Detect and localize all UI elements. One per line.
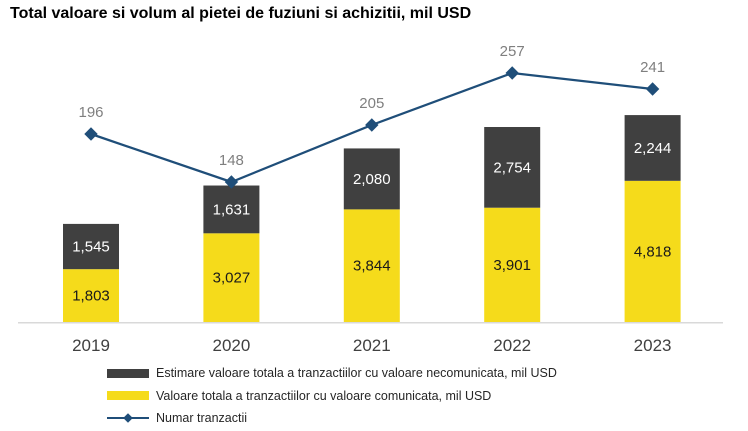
year-label-2022: 2022 [493, 336, 531, 355]
bar-label-necomunicata-2019: 1,545 [72, 239, 110, 256]
transactions-label-2019: 196 [78, 104, 103, 121]
bar-label-comunicata-2022: 3,901 [493, 257, 531, 274]
bar-necomunicata-2020 [203, 185, 260, 234]
transactions-point-2022 [505, 66, 519, 80]
bar-label-necomunicata-2020: 1,631 [213, 201, 251, 218]
legend-item-necomunicata: Estimare valoare totala a tranzactiilor … [107, 362, 557, 385]
transactions-point-2021 [365, 118, 379, 132]
bar-label-comunicata-2019: 1,803 [72, 288, 110, 305]
bar-necomunicata-2021 [343, 148, 400, 210]
legend-item-numar-tranzactii: Numar tranzactii [107, 407, 557, 430]
chart-legend: Estimare valoare totala a tranzactiilor … [107, 362, 557, 430]
bar-label-necomunicata-2021: 2,080 [353, 171, 391, 188]
year-label-2019: 2019 [72, 336, 110, 355]
year-label-2020: 2020 [212, 336, 250, 355]
bar-necomunicata-2022 [484, 127, 541, 208]
year-label-2023: 2023 [634, 336, 672, 355]
bar-comunicata-2022 [484, 207, 541, 322]
bar-comunicata-2019 [63, 269, 119, 322]
bar-label-necomunicata-2022: 2,754 [493, 159, 531, 176]
transactions-label-2023: 241 [640, 59, 665, 76]
bar-label-comunicata-2020: 3,027 [213, 270, 251, 287]
year-label-2021: 2021 [353, 336, 391, 355]
transactions-point-2023 [645, 82, 660, 96]
line-diamond-swatch-icon [107, 413, 149, 424]
legend-label: Numar tranzactii [156, 411, 247, 426]
bar-comunicata-2023 [624, 180, 681, 322]
legend-label: Estimare valoare totala a tranzactiilor … [156, 366, 557, 381]
bar-comunicata-2021 [343, 209, 400, 322]
dark-bar-swatch-icon [107, 368, 149, 378]
transactions-point-2019 [84, 127, 98, 141]
bar-necomunicata-2023 [624, 115, 681, 181]
yellow-bar-swatch-icon [107, 391, 149, 401]
chart-title: Total valoare si volum al pietei de fuzi… [10, 5, 472, 22]
transactions-label-2022: 257 [500, 43, 525, 60]
bar-label-necomunicata-2023: 2,244 [634, 140, 672, 157]
bar-label-comunicata-2021: 3,844 [353, 258, 391, 275]
legend-item-comunicata: Valoare totala a tranzactiilor cu valoar… [107, 385, 557, 408]
transactions-label-2020: 148 [219, 152, 244, 169]
bar-comunicata-2020 [203, 233, 260, 322]
bar-label-comunicata-2023: 4,818 [634, 243, 672, 260]
legend-label: Valoare totala a tranzactiilor cu valoar… [156, 388, 492, 403]
bar-necomunicata-2019 [63, 223, 119, 270]
transactions-label-2021: 205 [359, 95, 384, 112]
